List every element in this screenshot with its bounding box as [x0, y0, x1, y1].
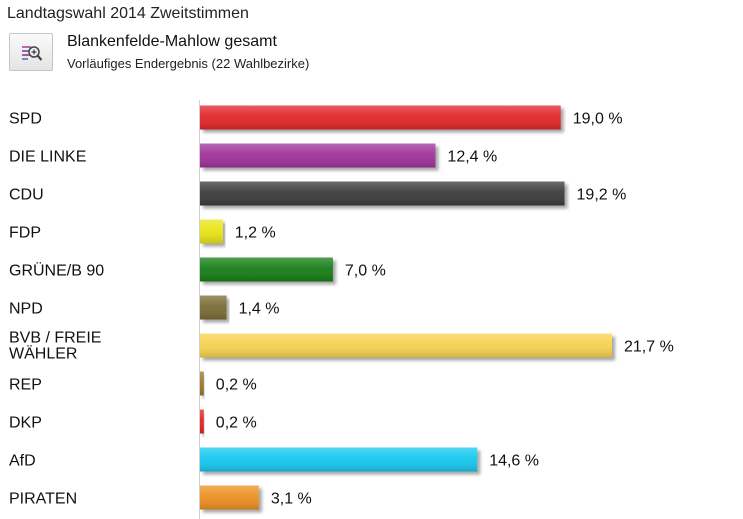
value-label: 0,2 %	[216, 377, 257, 394]
value-label: 12,4 %	[447, 149, 497, 166]
bar-gloss	[200, 409, 204, 434]
value-label: 19,2 %	[577, 187, 627, 204]
category-label: REP	[9, 377, 42, 394]
result-note: Vorläufiges Endergebnis (22 Wahlbezirke)	[67, 56, 310, 71]
page-title: Landtagswahl 2014 Zweitstimmen	[7, 5, 249, 22]
bar-gloss	[200, 371, 204, 396]
bar-gloss	[200, 447, 478, 472]
value-label: 7,0 %	[345, 263, 386, 280]
category-label: GRÜNE/B 90	[9, 262, 104, 280]
bar-gloss	[200, 143, 436, 168]
value-label: 1,2 %	[235, 225, 276, 242]
category-label: PIRATEN	[9, 491, 77, 508]
value-label: 0,2 %	[216, 415, 257, 432]
category-label: BVB / FREIE WÄHLER	[9, 330, 101, 363]
value-label: 19,0 %	[573, 111, 623, 128]
value-label: 21,7 %	[624, 339, 674, 356]
chart-subtitle: Blankenfelde-Mahlow gesamt	[67, 33, 277, 50]
bar-gloss	[200, 485, 259, 510]
category-label: DKP	[9, 415, 42, 432]
category-label: CDU	[9, 187, 44, 204]
category-label: AfD	[9, 453, 36, 470]
value-label: 1,4 %	[239, 301, 280, 318]
zoom-button[interactable]	[9, 33, 53, 71]
bar-gloss	[200, 257, 333, 282]
magnifier-chart-icon	[22, 46, 43, 61]
category-label: DIE LINKE	[9, 149, 86, 166]
bar-gloss	[200, 219, 223, 244]
bar-gloss	[200, 333, 612, 358]
category-label: SPD	[9, 111, 42, 128]
bar-gloss	[200, 295, 227, 320]
bar-gloss	[200, 181, 565, 206]
bar-gloss	[200, 105, 561, 130]
value-label: 3,1 %	[271, 491, 312, 508]
value-label: 14,6 %	[489, 453, 539, 470]
category-label: NPD	[9, 301, 43, 318]
category-label: FDP	[9, 225, 41, 242]
